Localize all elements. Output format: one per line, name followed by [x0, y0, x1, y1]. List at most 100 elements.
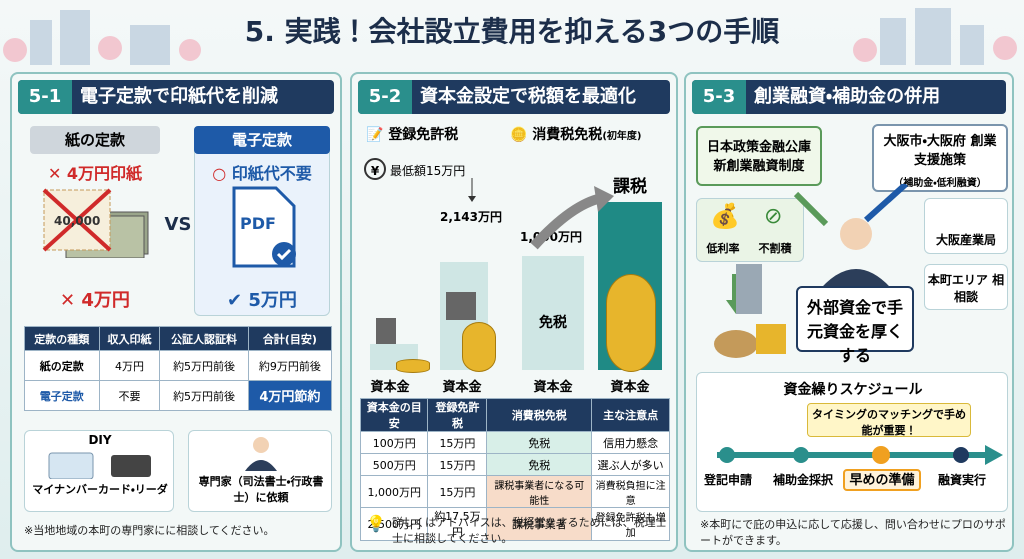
- threshold-label: 2,143万円: [440, 210, 502, 224]
- speech-bubble: 外部資金で手元資金を厚くする: [796, 286, 914, 365]
- cell: 約9万円前後: [247, 350, 333, 381]
- bulb-icon: 💡: [366, 514, 386, 533]
- support-note: （補助金・低利融資）: [893, 178, 987, 189]
- agency: 本町エリア 相相談: [924, 264, 1008, 310]
- coin: [606, 274, 656, 372]
- cell: 約17.5万円: [427, 507, 488, 541]
- left-heading: 📝 登録免許税: [366, 127, 459, 143]
- note: 詳しくはアドバイスは、税経堂をするためには、税理士士に相談してください。: [392, 516, 667, 545]
- cell: 約5万円前後: [159, 350, 249, 381]
- callout: タイミングのマッチングで手め能が重要！: [807, 403, 971, 437]
- panel-title: 電子定款で印紙代を削減: [80, 86, 278, 107]
- bar-label: 資本金: [370, 380, 410, 395]
- schedule-title: 資金繰りスケジュール: [783, 382, 923, 398]
- cell: 約5万円前後: [159, 380, 249, 411]
- electronic-total: ✔ 5万円: [227, 290, 297, 311]
- panel-number: 5-3: [692, 80, 746, 114]
- panel-header: 5-2 資本金設定で税額を最適化: [358, 80, 670, 114]
- table-row: 1,000万円 15万円 課税事業者になる可能性 消費税負担に注意: [359, 475, 670, 508]
- table-header: 資本金の目安 登録免許税 消費税免税 主な注意点: [359, 398, 670, 432]
- stamp-amount: 40,000: [54, 214, 101, 228]
- table-row: 500万円 15万円 免税 選ぶ人が多い: [359, 453, 670, 476]
- text: 4万円: [81, 290, 130, 311]
- step: 補助金採択: [772, 473, 833, 487]
- coin: [396, 359, 430, 373]
- expert-icon: [245, 437, 277, 471]
- capital-table: 資本金の目安 登録免許税 消費税免税 主な注意点 100万円 15万円 免税 信用力懸念 5…: [359, 398, 670, 541]
- expert-card: 専門家（司法書士・行政書士）に依頼: [188, 430, 332, 512]
- vs: VS: [164, 214, 192, 235]
- cell: 紙の定款: [24, 350, 100, 381]
- bag-icon: 💰: [710, 202, 740, 230]
- table-row: 電子定款 不要 約5万円前後 4万円節約: [24, 380, 333, 411]
- bar-label: 資本金: [610, 380, 650, 395]
- panel: 5-3 創業融資・補助金の併用 日本政策金融公庫 新創業融資制度 大阪市・大阪府 …: [684, 72, 1014, 552]
- text: 消費税免税: [532, 127, 603, 143]
- expert-label: 専門家（司法書士・行政書士）に依頼: [198, 475, 324, 504]
- benefit: 低利率: [706, 242, 740, 255]
- fee-table: 定款の種類 収入印紙 公証人認証料 合計(目安) 紙の定款 4万円 約5万円前後 約9万円前…: [24, 326, 333, 411]
- cell: 15万円: [427, 453, 488, 476]
- loan-box: 日本政策金融公庫 新創業融資制度: [696, 126, 822, 186]
- electronic-label: 電子定款: [194, 126, 330, 154]
- cell: 定款の種類: [24, 326, 100, 351]
- coin: [462, 322, 496, 372]
- paper-label: 紙の定款: [30, 126, 160, 154]
- panel-number: 5-2: [358, 80, 412, 114]
- cell: 選ぶ人が多い: [591, 453, 670, 476]
- bar-label: 資本金: [442, 380, 482, 395]
- electronic-stamp-cost: ○ 印紙代不要: [212, 164, 312, 183]
- support-label: 大阪市・大阪府 創業支援施策: [883, 134, 997, 168]
- table-row: 2,500万円 約17.5万円 課税事業者 登録免許税も増加: [359, 507, 670, 541]
- page-title: 5. 実践！会社設立費用を抑える3つの手順: [244, 15, 780, 48]
- taxfree: 免税: [539, 315, 567, 331]
- step: 登記申請: [703, 473, 752, 487]
- panel-title: 創業融資・補助金の併用: [754, 86, 941, 107]
- text: 5万円: [248, 290, 297, 311]
- paper-total: ✕ 4万円: [60, 290, 130, 311]
- bar-label: 資本金: [533, 380, 573, 395]
- right-heading: 🪙 消費税免税(初年度): [510, 127, 642, 143]
- cell: 公証人認証料: [159, 326, 249, 351]
- cell: 合計(目安): [247, 326, 333, 351]
- cell: 免税: [486, 453, 593, 476]
- cell: 登録免許税: [427, 398, 488, 432]
- cell: 登録免許税も増加: [591, 507, 670, 541]
- text: 登録免許税: [388, 127, 459, 143]
- min-label: 最低額15万円: [390, 164, 466, 178]
- cell: 課税事業者: [486, 507, 593, 541]
- paper-stamp-cost: ✕ 4万円印紙: [47, 164, 143, 183]
- cell: 1,000万円: [359, 475, 429, 508]
- cell: 100万円: [359, 431, 429, 454]
- panel-number: 5-1: [18, 80, 72, 114]
- panel: 5-2 資本金設定で税額を最適化 📝 登録免許税 🪙 消費税免税(初年度) ¥ 最…: [350, 72, 678, 552]
- panel-header: 5-3 創業融資・補助金の併用: [692, 80, 1006, 114]
- cell: 課税事業者になる可能性: [486, 475, 593, 508]
- agency: 大阪産業局: [924, 198, 1008, 254]
- cell: 免税: [486, 431, 593, 454]
- table-row: 紙の定款 4万円 約5万円前後 約9万円前後: [24, 350, 333, 381]
- cell: 収入印紙: [98, 326, 161, 351]
- cell: 15万円: [427, 475, 488, 508]
- pdf-text: PDF: [240, 214, 276, 233]
- cell: 4万円節約: [247, 380, 333, 411]
- table-header: 定款の種類 収入印紙 公証人認証料 合計(目安): [24, 326, 333, 351]
- taxed: 課税: [613, 177, 647, 197]
- pdf-icon: [232, 186, 296, 268]
- note: ※本町にで庇の申込に応して応援し、問い合わせにプロのサポートができます。: [700, 518, 1006, 547]
- cell: 2,500万円: [359, 507, 429, 541]
- table-row: 100万円 15万円 免税 信用力懸念: [359, 431, 670, 454]
- diy-card: DIY マイナンバーカード・リーダ: [24, 430, 174, 512]
- text: 4万円印紙: [66, 164, 143, 183]
- support-box: 大阪市・大阪府 創業支援施策 （補助金・低利融資）: [872, 124, 1008, 192]
- cell: 電子定款: [24, 380, 100, 411]
- no-icon: ⊘: [764, 204, 783, 229]
- benefit-box: [696, 198, 804, 262]
- cell: 消費税免税: [486, 398, 593, 432]
- note: ※当地地域の本町の専門家にに相談してください。: [24, 524, 275, 537]
- diy-label: マイナンバーカード・リーダ: [32, 483, 168, 496]
- timeline: [717, 445, 1003, 465]
- cell: 15万円: [427, 431, 488, 454]
- cell: 信用力懸念: [591, 431, 670, 454]
